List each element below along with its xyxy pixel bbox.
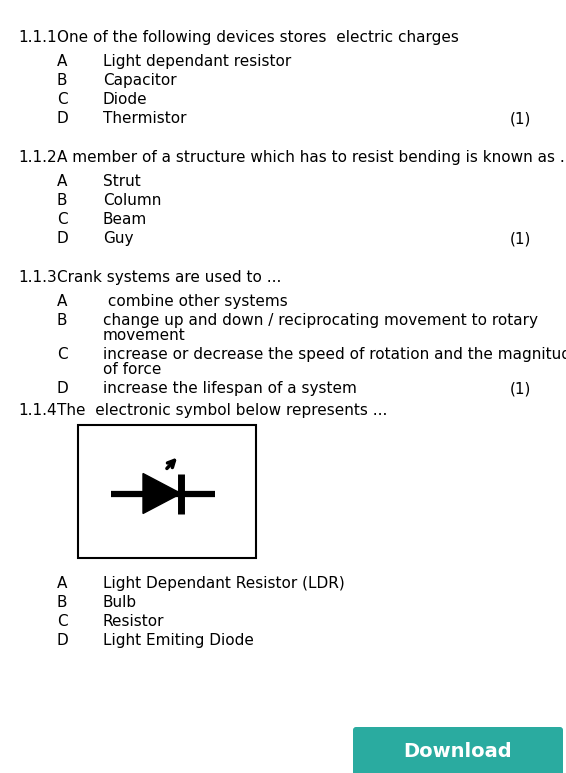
- Text: B: B: [57, 313, 67, 328]
- Text: A member of a structure which has to resist bending is known as ...: A member of a structure which has to res…: [57, 150, 566, 165]
- Text: 1.1.4: 1.1.4: [18, 403, 57, 418]
- Text: Thermistor: Thermistor: [103, 111, 187, 126]
- Polygon shape: [143, 474, 181, 513]
- Text: Capacitor: Capacitor: [103, 73, 177, 88]
- Text: D: D: [57, 633, 68, 648]
- Text: B: B: [57, 193, 67, 208]
- Text: B: B: [57, 595, 67, 610]
- FancyBboxPatch shape: [353, 727, 563, 773]
- Bar: [78, 425, 256, 558]
- Text: Guy: Guy: [103, 231, 134, 246]
- Text: combine other systems: combine other systems: [103, 294, 288, 309]
- Text: 1.1.2: 1.1.2: [18, 150, 57, 165]
- Text: (1): (1): [510, 231, 531, 246]
- Text: C: C: [57, 92, 67, 107]
- Text: Bulb: Bulb: [103, 595, 137, 610]
- Text: Download: Download: [404, 742, 512, 761]
- Text: Resistor: Resistor: [103, 614, 165, 629]
- Text: Crank systems are used to ...: Crank systems are used to ...: [57, 270, 281, 285]
- Text: D: D: [57, 111, 68, 126]
- Text: One of the following devices stores  electric charges: One of the following devices stores elec…: [57, 30, 459, 45]
- Text: increase or decrease the speed of rotation and the magnitude: increase or decrease the speed of rotati…: [103, 347, 566, 362]
- Text: Light Dependant Resistor (LDR): Light Dependant Resistor (LDR): [103, 576, 345, 591]
- Text: increase the lifespan of a system: increase the lifespan of a system: [103, 381, 357, 396]
- Text: 1.1.3: 1.1.3: [18, 270, 57, 285]
- Text: A: A: [57, 576, 67, 591]
- Text: 1.1.1: 1.1.1: [18, 30, 57, 45]
- Text: Column: Column: [103, 193, 161, 208]
- Text: C: C: [57, 347, 67, 362]
- Text: movement: movement: [103, 328, 186, 343]
- Text: Diode: Diode: [103, 92, 148, 107]
- Text: Beam: Beam: [103, 212, 147, 227]
- Text: D: D: [57, 381, 68, 396]
- Text: (1): (1): [510, 111, 531, 126]
- Text: D: D: [57, 231, 68, 246]
- Text: Light Emiting Diode: Light Emiting Diode: [103, 633, 254, 648]
- Text: A: A: [57, 54, 67, 69]
- Text: Light dependant resistor: Light dependant resistor: [103, 54, 291, 69]
- Text: (1): (1): [510, 381, 531, 396]
- Text: of force: of force: [103, 362, 161, 377]
- Text: The  electronic symbol below represents ...: The electronic symbol below represents .…: [57, 403, 387, 418]
- Text: B: B: [57, 73, 67, 88]
- Text: C: C: [57, 614, 67, 629]
- Text: Strut: Strut: [103, 174, 141, 189]
- Text: change up and down / reciprocating movement to rotary: change up and down / reciprocating movem…: [103, 313, 538, 328]
- Text: A: A: [57, 174, 67, 189]
- Text: A: A: [57, 294, 67, 309]
- Text: C: C: [57, 212, 67, 227]
